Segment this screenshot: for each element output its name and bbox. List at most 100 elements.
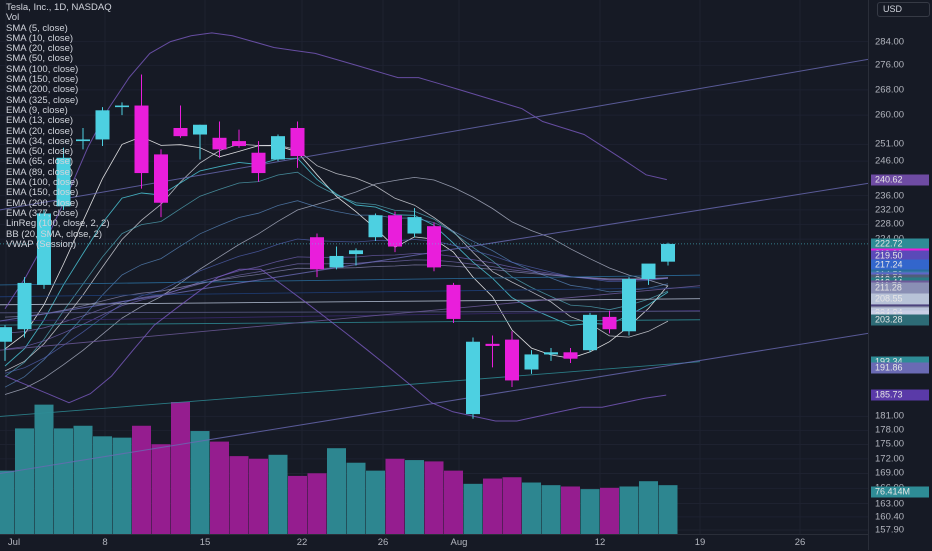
moving-average-line	[4, 176, 669, 395]
y-tick-label: 268.00	[875, 84, 905, 96]
volume-bar	[580, 489, 600, 534]
long-ma-line	[0, 287, 701, 298]
long-ma-line	[0, 361, 701, 417]
y-tick-label: 157.90	[875, 524, 905, 536]
price-badge: 217.24	[871, 259, 929, 271]
candle-body	[56, 157, 71, 207]
volume-bar	[93, 436, 112, 534]
y-tick-label: 276.00	[875, 59, 905, 71]
volume-bar	[288, 475, 307, 534]
price-badge: 203.28	[871, 314, 929, 326]
volume-bar	[34, 404, 54, 534]
candle-body	[544, 352, 558, 355]
candle-body	[290, 127, 305, 157]
price-badge: 222.72	[871, 238, 929, 250]
volume-bar	[483, 478, 502, 534]
candle-body	[95, 110, 110, 140]
long-ma-line	[0, 298, 701, 306]
volume-bar	[327, 448, 346, 534]
moving-average-line	[4, 157, 669, 367]
candle-body	[310, 237, 324, 270]
x-tick-label: 26	[377, 537, 389, 548]
volume-bar	[73, 425, 93, 534]
y-tick-label: 178.00	[875, 424, 905, 436]
long-ma-line	[0, 309, 701, 322]
candle-body	[232, 141, 246, 147]
candle-body	[388, 215, 402, 247]
volume-bar	[600, 487, 619, 534]
candle-body	[271, 136, 285, 160]
moving-average-line	[4, 143, 669, 372]
x-tick-label: Jul	[7, 537, 21, 548]
currency-button[interactable]: USD	[877, 2, 930, 17]
x-tick-label: Aug	[450, 537, 468, 548]
candle-body	[115, 105, 129, 108]
price-axis[interactable]: USD 284.00 276.00 268.00 260.00 251.00 246.00…	[868, 0, 932, 550]
volume-bar	[0, 470, 15, 534]
y-tick-label: 284.00	[875, 36, 905, 48]
x-tick-label: 15	[199, 537, 211, 548]
y-tick-label: 175.00	[875, 438, 905, 450]
candle-body	[641, 263, 656, 280]
volume-bar	[639, 481, 658, 534]
candle-body	[427, 226, 441, 268]
long-ma-line	[0, 274, 701, 286]
price-badge: 208.55	[871, 293, 929, 305]
volume-bar	[619, 486, 639, 534]
candle-body	[446, 284, 461, 319]
volume-bar	[561, 486, 580, 534]
price-chart-canvas[interactable]	[0, 0, 868, 534]
moving-average-line	[4, 200, 669, 388]
candle-body	[193, 124, 207, 135]
candle-body	[76, 139, 90, 142]
y-tick-label: 236.00	[875, 190, 905, 202]
bollinger-upper	[4, 32, 667, 310]
volume-bar	[658, 485, 678, 534]
volume-bar	[405, 460, 424, 534]
volume-bar	[132, 425, 151, 534]
candle-body	[154, 154, 168, 203]
volume-bar	[424, 461, 444, 534]
volume-bar	[502, 477, 522, 534]
price-badge: 191.86	[871, 362, 929, 374]
long-ma-line	[0, 285, 701, 351]
candle-body	[622, 279, 636, 332]
volume-bar	[249, 458, 268, 534]
volume-bar	[171, 402, 190, 534]
candle-body	[661, 243, 675, 262]
volume-bar	[15, 428, 34, 534]
candle-body	[524, 354, 539, 370]
candle-body	[602, 316, 617, 330]
y-tick-label: 181.00	[875, 410, 905, 422]
price-badge: 211.28	[871, 282, 929, 294]
time-axis[interactable]: Jul 8 15 22 26 Aug 12 19 26	[0, 534, 868, 551]
y-tick-label: 160.40	[875, 511, 905, 523]
volume-bar	[522, 482, 541, 534]
volume-bar	[346, 462, 366, 534]
candle-body	[407, 217, 422, 234]
y-tick-label: 163.00	[875, 498, 905, 510]
y-tick-label: 251.00	[875, 138, 905, 150]
y-tick-label: 228.00	[875, 218, 905, 230]
moving-average-line	[4, 171, 669, 377]
x-tick-label: 22	[296, 537, 308, 548]
candle-body	[329, 255, 344, 268]
volume-bar	[190, 431, 210, 534]
candle-body	[485, 343, 500, 346]
volume-badge: 76.414M	[871, 486, 929, 498]
linreg-upper	[0, 58, 868, 211]
volume-bar	[151, 444, 171, 534]
price-badge: 185.73	[871, 389, 929, 401]
x-tick-label: 26	[794, 537, 806, 548]
bollinger-lower	[4, 268, 667, 422]
price-badge: 219.50	[871, 250, 929, 262]
volume-bar	[541, 485, 561, 534]
candle-body	[368, 215, 383, 238]
volume-bar	[444, 470, 463, 534]
candle-body	[251, 152, 266, 174]
y-tick-label: 246.00	[875, 155, 905, 167]
candle-body	[212, 137, 227, 150]
x-tick-label: 8	[102, 537, 108, 548]
candle-body	[0, 327, 12, 342]
y-tick-label: 232.00	[875, 204, 905, 216]
